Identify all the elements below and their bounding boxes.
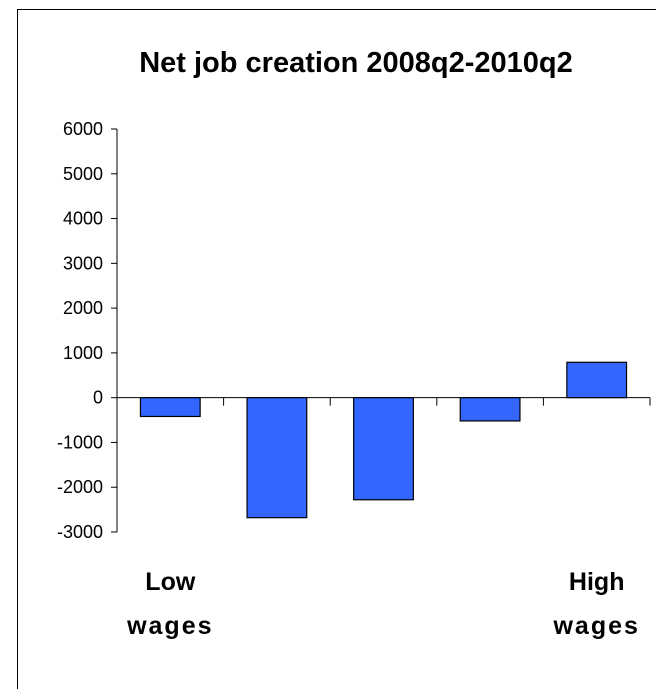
y-tick-label: -3000 [57, 522, 103, 542]
y-tick-label: 5000 [63, 164, 103, 184]
bar-4 [459, 397, 521, 422]
bar-5 [566, 361, 628, 399]
y-tick-label: -2000 [57, 477, 103, 497]
y-tick-label: 1000 [63, 343, 103, 363]
x-end-label-right-2: wages [552, 612, 639, 640]
x-end-label-right-1: High [569, 568, 625, 596]
y-tick-label: -1000 [57, 432, 103, 452]
chart-frame [17, 9, 656, 689]
chart-title: Net job creation 2008q2-2010q2 [139, 47, 573, 79]
axes: 6000 5000 4000 3000 2000 1000 0 -1000 -2000 -3000 [57, 119, 651, 542]
x-end-label-left-1: Low [145, 568, 196, 596]
y-tick-label: 2000 [63, 298, 103, 318]
y-tick-label: 6000 [63, 119, 103, 139]
y-tick-label: 3000 [63, 253, 103, 273]
y-tick-label: 4000 [63, 209, 103, 229]
x-end-labels: Low wages High wages [126, 568, 639, 640]
bar-3 [353, 397, 414, 501]
bar-1 [139, 397, 201, 418]
y-tick-label: 0 [93, 388, 103, 408]
bars [139, 361, 628, 519]
bar-2 [246, 397, 308, 519]
x-end-label-left-2: wages [126, 612, 213, 640]
bar-chart: Net job creation 2008q2-2010q2 6000 5000 4… [57, 47, 651, 640]
